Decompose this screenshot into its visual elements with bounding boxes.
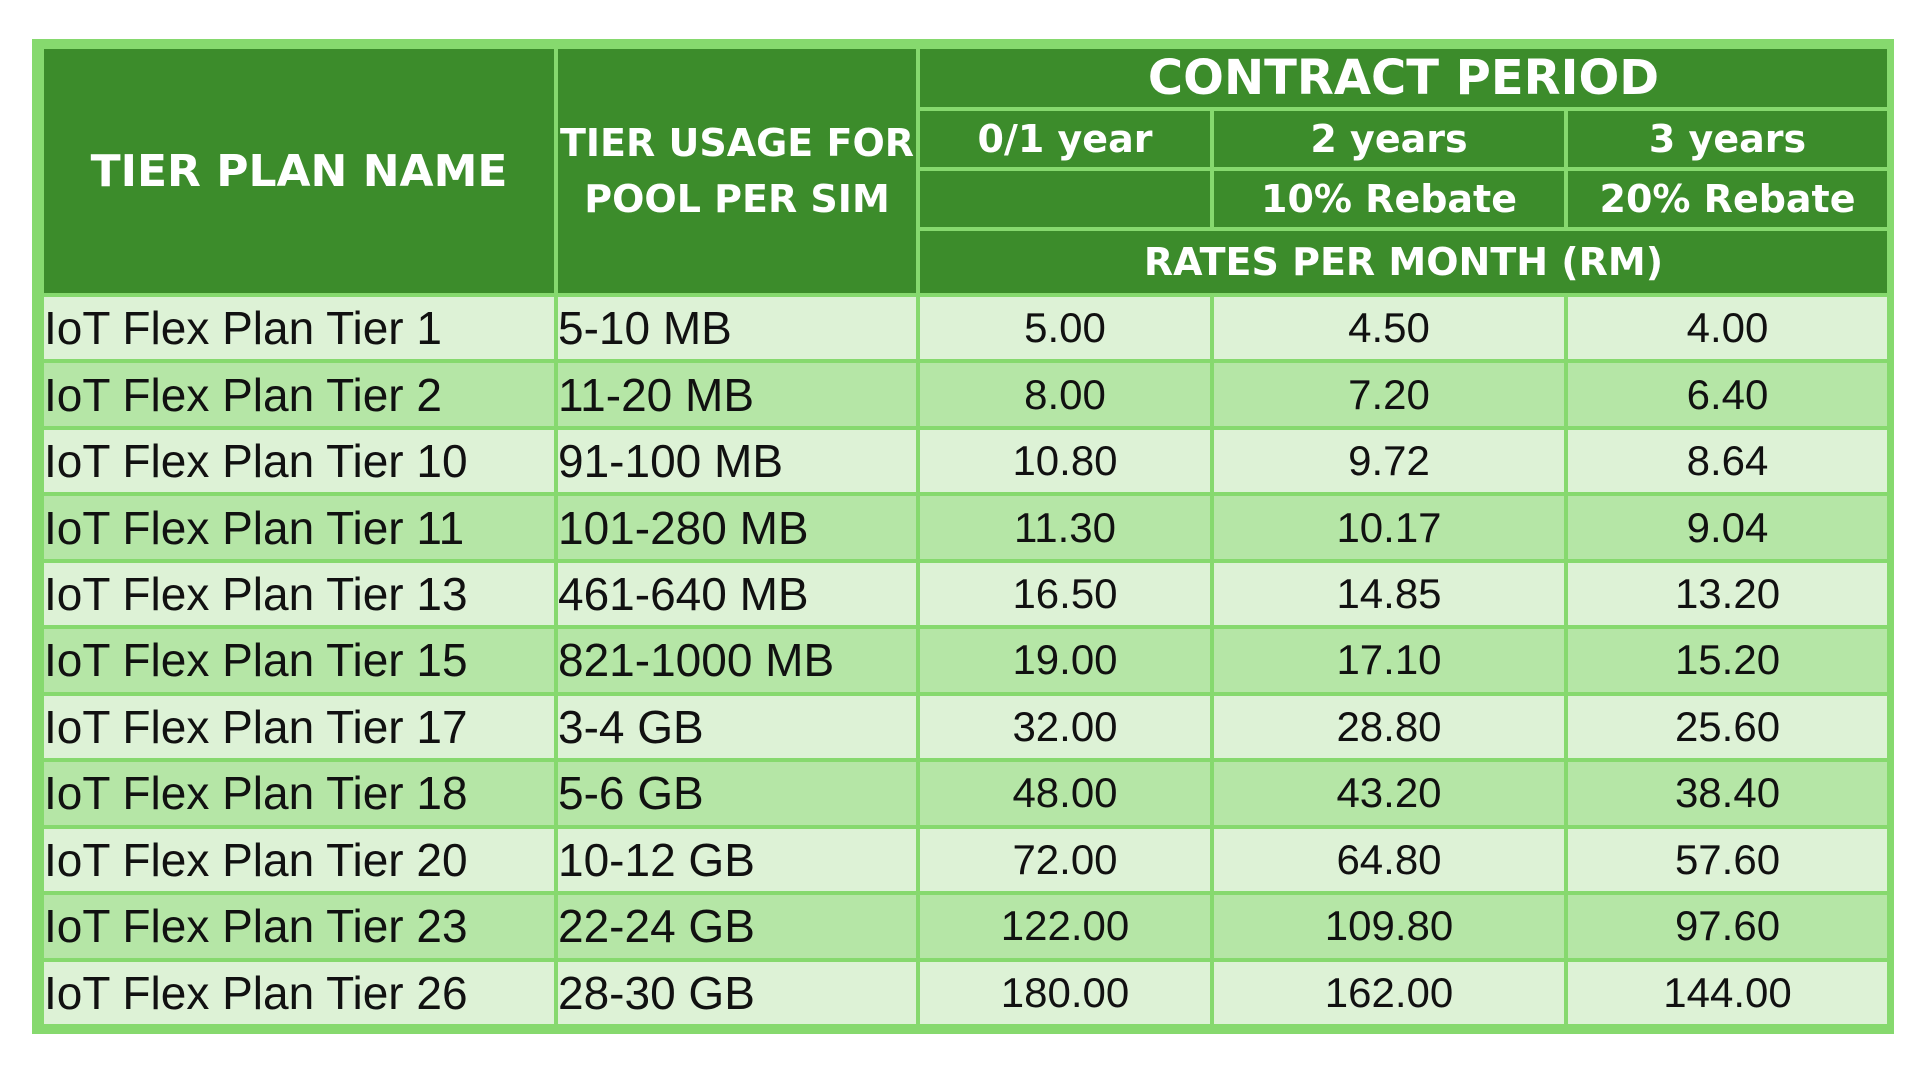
rate-2-years-cell: 64.80	[1210, 824, 1568, 896]
rate-3-years-cell: 13.20	[1563, 558, 1892, 630]
rate-3-years-cell: 25.60	[1563, 691, 1892, 763]
header-rebate-2-years: 10% Rebate	[1210, 167, 1568, 231]
header-period-2-years: 2 years	[1210, 107, 1568, 171]
rate-1-year-cell: 122.00	[916, 891, 1214, 962]
tier-usage-cell: 821-1000 MB	[554, 625, 920, 696]
header-period-3-years: 3 years	[1563, 107, 1892, 171]
rate-2-years-cell: 43.20	[1210, 758, 1568, 829]
tier-usage-cell: 101-280 MB	[554, 492, 920, 563]
tier-usage-cell: 11-20 MB	[554, 359, 920, 430]
header-tier-usage-line2: POOL PER SIM	[584, 177, 890, 221]
rate-1-year-cell: 48.00	[916, 758, 1214, 829]
header-rebate-1-year	[916, 167, 1214, 231]
pricing-table-frame: TIER PLAN NAME TIER USAGE FOR POOL PER S…	[32, 39, 1894, 1034]
rate-2-years-cell: 28.80	[1210, 691, 1568, 763]
rate-1-year-cell: 5.00	[916, 292, 1214, 364]
header-contract-period: CONTRACT PERIOD	[915, 45, 1892, 111]
rate-3-years-cell: 8.64	[1563, 425, 1892, 497]
rate-1-year-cell: 180.00	[916, 957, 1214, 1029]
rate-2-years-cell: 4.50	[1210, 292, 1568, 364]
rate-1-year-cell: 10.80	[916, 425, 1214, 497]
tier-usage-cell: 10-12 GB	[554, 824, 920, 896]
rate-1-year-cell: 19.00	[916, 625, 1214, 696]
table-row: IoT Flex Plan Tier 15 821-1000 MB 19.00 …	[40, 625, 1892, 696]
table-row: IoT Flex Plan Tier 17 3-4 GB 32.00 28.80…	[40, 691, 1892, 763]
rate-2-years-cell: 14.85	[1210, 558, 1568, 630]
tier-name-cell: IoT Flex Plan Tier 23	[40, 891, 558, 962]
header-period-1-year: 0/1 year	[916, 107, 1214, 171]
rate-1-year-cell: 11.30	[916, 492, 1214, 563]
rate-3-years-cell: 4.00	[1563, 292, 1892, 364]
rate-1-year-cell: 72.00	[916, 824, 1214, 896]
tier-name-cell: IoT Flex Plan Tier 15	[40, 625, 558, 696]
rate-2-years-cell: 10.17	[1210, 492, 1568, 563]
tier-name-cell: IoT Flex Plan Tier 10	[40, 425, 558, 497]
tier-name-cell: IoT Flex Plan Tier 26	[40, 957, 558, 1029]
tier-name-cell: IoT Flex Plan Tier 11	[40, 492, 558, 563]
header-tier-usage: TIER USAGE FOR POOL PER SIM	[554, 45, 920, 297]
rate-1-year-cell: 32.00	[916, 691, 1214, 763]
tier-usage-cell: 5-6 GB	[554, 758, 920, 829]
rate-1-year-cell: 8.00	[916, 359, 1214, 430]
tier-usage-cell: 28-30 GB	[554, 957, 920, 1029]
tier-name-cell: IoT Flex Plan Tier 20	[40, 824, 558, 896]
tier-pricing-table: TIER PLAN NAME TIER USAGE FOR POOL PER S…	[40, 45, 1892, 1029]
table-row: IoT Flex Plan Tier 13 461-640 MB 16.50 1…	[40, 558, 1892, 630]
header-tier-usage-line1: TIER USAGE FOR	[559, 121, 915, 165]
rate-3-years-cell: 15.20	[1563, 625, 1892, 696]
table-row: IoT Flex Plan Tier 2 11-20 MB 8.00 7.20 …	[40, 359, 1892, 430]
table-row: IoT Flex Plan Tier 18 5-6 GB 48.00 43.20…	[40, 758, 1892, 829]
tier-name-cell: IoT Flex Plan Tier 18	[40, 758, 558, 829]
rate-2-years-cell: 7.20	[1210, 359, 1568, 430]
rate-3-years-cell: 6.40	[1563, 359, 1892, 430]
tier-name-cell: IoT Flex Plan Tier 1	[40, 292, 558, 364]
header-rebate-3-years: 20% Rebate	[1563, 167, 1892, 231]
rate-3-years-cell: 97.60	[1563, 891, 1892, 962]
header-tier-plan-name: TIER PLAN NAME	[40, 45, 558, 297]
rate-2-years-cell: 162.00	[1210, 957, 1568, 1029]
rate-3-years-cell: 38.40	[1563, 758, 1892, 829]
rate-3-years-cell: 9.04	[1563, 492, 1892, 563]
table-row: IoT Flex Plan Tier 1 5-10 MB 5.00 4.50 4…	[40, 292, 1892, 364]
table-row: IoT Flex Plan Tier 23 22-24 GB 122.00 10…	[40, 891, 1892, 962]
table-row: IoT Flex Plan Tier 11 101-280 MB 11.30 1…	[40, 492, 1892, 563]
tier-name-cell: IoT Flex Plan Tier 2	[40, 359, 558, 430]
tier-usage-cell: 3-4 GB	[554, 691, 920, 763]
rate-2-years-cell: 17.10	[1210, 625, 1568, 696]
tier-usage-cell: 91-100 MB	[554, 425, 920, 497]
rate-1-year-cell: 16.50	[916, 558, 1214, 630]
tier-name-cell: IoT Flex Plan Tier 13	[40, 558, 558, 630]
tier-name-cell: IoT Flex Plan Tier 17	[40, 691, 558, 763]
table-row: IoT Flex Plan Tier 20 10-12 GB 72.00 64.…	[40, 824, 1892, 896]
header-rates-per-month: RATES PER MONTH (RM)	[915, 227, 1892, 297]
tier-usage-cell: 5-10 MB	[554, 292, 920, 364]
table-row: IoT Flex Plan Tier 26 28-30 GB 180.00 16…	[40, 957, 1892, 1029]
table-row: IoT Flex Plan Tier 10 91-100 MB 10.80 9.…	[40, 425, 1892, 497]
rate-2-years-cell: 109.80	[1210, 891, 1568, 962]
rate-3-years-cell: 144.00	[1563, 957, 1892, 1029]
rate-3-years-cell: 57.60	[1563, 824, 1892, 896]
rate-2-years-cell: 9.72	[1210, 425, 1568, 497]
tier-usage-cell: 461-640 MB	[554, 558, 920, 630]
tier-usage-cell: 22-24 GB	[554, 891, 920, 962]
